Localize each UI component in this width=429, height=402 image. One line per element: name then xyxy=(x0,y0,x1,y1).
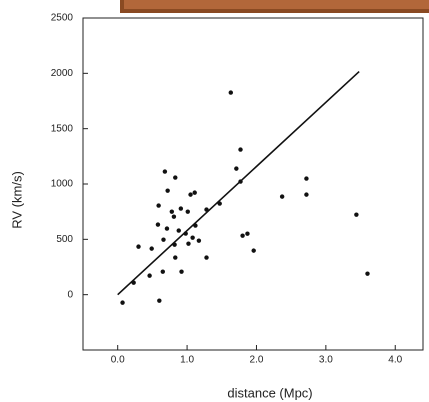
fit-line xyxy=(117,70,360,296)
point xyxy=(304,192,309,197)
x-tick-label: 0.0 xyxy=(111,355,125,366)
point xyxy=(240,233,245,238)
point xyxy=(354,212,359,217)
point xyxy=(251,248,256,253)
point xyxy=(279,194,285,199)
point xyxy=(155,222,161,227)
x-axis-label: distance (Mpc) xyxy=(227,385,312,400)
point xyxy=(156,203,161,208)
point xyxy=(204,255,209,260)
point xyxy=(173,175,178,180)
point xyxy=(204,207,209,212)
y-tick-label: 1000 xyxy=(51,179,74,190)
point xyxy=(176,228,181,233)
point xyxy=(304,176,309,181)
photo-strip-inner xyxy=(124,0,429,9)
point xyxy=(120,300,125,305)
point xyxy=(245,231,250,236)
point xyxy=(217,201,222,206)
point xyxy=(188,192,193,197)
point xyxy=(157,298,162,303)
y-tick-label: 2500 xyxy=(51,13,74,24)
point xyxy=(185,209,190,214)
point xyxy=(186,241,191,246)
point xyxy=(192,190,197,195)
y-tick-label: 0 xyxy=(67,289,73,300)
x-tick-label: 4.0 xyxy=(388,355,402,366)
point xyxy=(238,147,243,152)
point xyxy=(173,255,178,260)
x-tick-label: 1.0 xyxy=(180,355,194,366)
point xyxy=(147,273,152,278)
point xyxy=(161,237,166,242)
y-tick-label: 1500 xyxy=(51,123,74,134)
y-tick-label: 2000 xyxy=(51,68,74,79)
point xyxy=(160,269,165,274)
point xyxy=(149,246,154,251)
point xyxy=(171,214,177,219)
point xyxy=(178,206,184,211)
point xyxy=(190,235,195,240)
point xyxy=(228,90,233,95)
y-axis-label: RV (km/s) xyxy=(9,171,24,229)
x-tick-label: 3.0 xyxy=(319,355,333,366)
point xyxy=(165,188,170,193)
plot-frame xyxy=(82,17,424,351)
point xyxy=(131,280,136,285)
x-tick-label: 2.0 xyxy=(250,355,264,366)
point xyxy=(164,226,170,231)
point xyxy=(238,179,243,184)
point xyxy=(234,166,239,171)
y-tick-label: 500 xyxy=(56,234,73,245)
point xyxy=(193,223,198,228)
point xyxy=(136,244,141,249)
point xyxy=(183,231,188,236)
point xyxy=(162,169,168,174)
point xyxy=(179,269,184,274)
point xyxy=(169,209,175,214)
point xyxy=(172,242,177,247)
point xyxy=(196,238,202,243)
point xyxy=(365,271,370,276)
